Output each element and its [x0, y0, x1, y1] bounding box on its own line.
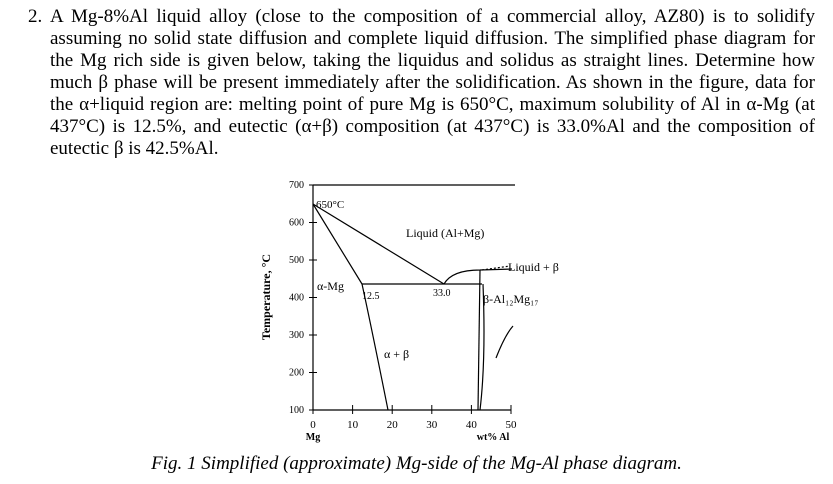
label-melting: 650°C [316, 199, 344, 211]
figure-caption: Fig. 1 Simplified (approximate) Mg-side … [151, 453, 682, 474]
y-tick-label: 400 [289, 293, 304, 304]
y-tick-label: 100 [289, 405, 304, 416]
phase-lines [312, 184, 515, 411]
label-solubility: 12.5 [362, 291, 380, 302]
problem-number: 2. [28, 6, 43, 27]
label-eutectic: 33.0 [433, 288, 451, 299]
x-tick-label: 20 [387, 419, 399, 431]
phase-diagram: 650°C Liquid (Al+Mg) Liquid + β α-Mg 12.… [259, 180, 559, 443]
x-tick-label: 50 [506, 419, 518, 431]
problem-text: A Mg-8%Al liquid alloy (close to the com… [50, 6, 815, 159]
y-tick-label: 700 [289, 180, 304, 191]
y-tick-label: 300 [289, 330, 304, 341]
label-beta: β-Al₁₂Mg₁₇ [483, 292, 539, 306]
y-tick-label: 500 [289, 255, 304, 266]
x-tick-label: 0 [310, 419, 316, 431]
x-tick-label: 10 [347, 419, 359, 431]
x-axis-label: wt% Al [477, 432, 510, 443]
y-tick-label: 200 [289, 368, 304, 379]
label-alpha-beta: α + β [384, 347, 409, 361]
y-axis-label: Temperature, °C [259, 254, 273, 340]
x-tick-label: 30 [426, 419, 438, 431]
y-tick-label: 600 [289, 218, 304, 229]
x-start-label: Mg [306, 432, 320, 443]
x-tick-label: 40 [466, 419, 478, 431]
label-liquid-beta: Liquid + β [508, 260, 559, 274]
label-alpha: α-Mg [317, 279, 344, 293]
label-liquid: Liquid (Al+Mg) [406, 226, 484, 240]
